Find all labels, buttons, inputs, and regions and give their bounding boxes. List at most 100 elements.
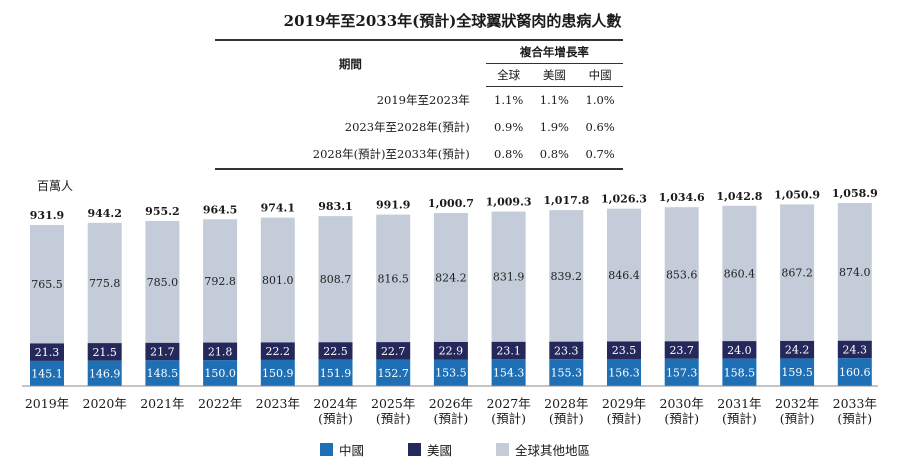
bar-segment-us (87, 343, 122, 361)
cagr-value: 0.6% (585, 120, 615, 134)
data-label-rest-of-world: 808.7 (320, 273, 352, 286)
data-label-china: 148.5 (147, 367, 179, 380)
bar-segment-china (260, 359, 295, 386)
total-label: 944.2 (87, 207, 121, 220)
bar-segment-rest-of-world (87, 222, 122, 344)
data-label-china: 146.9 (89, 367, 121, 380)
bar-segment-us (260, 342, 295, 360)
category-label: 2022年 (198, 396, 242, 411)
data-label-us: 21.7 (150, 346, 175, 359)
category-sublabel: (預計) (318, 411, 353, 426)
category-label: 2021年 (140, 396, 184, 411)
data-label-rest-of-world: 853.6 (666, 268, 698, 281)
cagr-value: 1.9% (539, 120, 569, 134)
data-label-us: 22.5 (323, 345, 348, 358)
bar-segment-us (318, 342, 353, 360)
data-label-rest-of-world: 801.0 (262, 274, 294, 287)
category-label: 2029年 (602, 396, 646, 411)
cagr-value: 0.9% (494, 120, 524, 134)
bar-segment-rest-of-world (376, 214, 411, 343)
total-label: 1,000.7 (428, 197, 474, 210)
legend-item-china: 中國 (320, 440, 364, 459)
legend: 中國 美國 全球其他地區 (320, 440, 634, 459)
bar-segment-us (607, 341, 641, 359)
category-label: 2020年 (83, 396, 127, 411)
bar-segment-china (491, 359, 526, 386)
total-label: 1,058.9 (832, 187, 878, 200)
table-row: 2019年至2023年 1.1% 1.1% 1.0% (215, 87, 623, 114)
category-sublabel: (預計) (549, 411, 584, 426)
chart-title: 2019年至2033年(預計)全球翼狀胬肉的患病人數 (283, 12, 622, 30)
category-sublabel: (預計) (837, 411, 872, 426)
total-label: 974.1 (261, 202, 295, 215)
total-label: 964.5 (203, 203, 237, 216)
legend-label-china: 中國 (339, 443, 365, 458)
bar-segment-china (549, 359, 584, 386)
bar-segment-rest-of-world (664, 207, 699, 342)
data-label-rest-of-world: 775.8 (89, 277, 121, 290)
cagr-table: 期間 複合年增長率 全球 美國 中國 2019年至2023年 1.1% 1.1%… (215, 39, 623, 170)
bar-segment-rest-of-world (30, 224, 64, 344)
data-label-us: 21.5 (92, 346, 117, 359)
legend-label-us: 美國 (427, 443, 453, 458)
cagr-value: 1.1% (539, 93, 569, 108)
data-label-us: 22.7 (381, 345, 406, 358)
period-header: 期間 (215, 39, 486, 87)
legend-swatch-us (408, 443, 422, 456)
legend-item-us: 美國 (408, 440, 452, 459)
data-label-us: 23.5 (612, 344, 637, 357)
total-label: 955.2 (145, 205, 179, 218)
bar-segment-rest-of-world (318, 216, 353, 343)
bar-segment-us (203, 342, 238, 361)
data-label-rest-of-world: 785.0 (147, 276, 179, 289)
data-label-rest-of-world: 846.4 (608, 269, 640, 282)
bar-segment-us (145, 342, 180, 361)
category-sublabel: (預計) (376, 411, 411, 426)
bar-segment-rest-of-world (260, 217, 295, 343)
category-label: 2028年 (544, 396, 588, 411)
category-sublabel: (預計) (780, 411, 815, 426)
data-label-us: 22.2 (266, 345, 291, 358)
bar-segment-china (376, 359, 411, 386)
column-header-china: 中國 (577, 63, 623, 87)
total-label: 1,042.8 (716, 190, 762, 203)
total-label: 1,009.3 (486, 196, 532, 209)
data-label-china: 157.3 (666, 366, 698, 379)
category-label: 2019年 (25, 396, 69, 411)
category-sublabel: (預計) (434, 411, 469, 426)
bar-segment-china (837, 358, 872, 386)
cagr-value: 0.7% (577, 140, 623, 170)
bar-segment-china (607, 358, 641, 386)
data-label-rest-of-world: 792.8 (204, 275, 236, 288)
table-row: 2028年(預計)至2033年(預計) 0.8% 0.8% 0.7% (215, 140, 623, 170)
bar-segment-rest-of-world (722, 205, 757, 342)
data-label-china: 159.5 (781, 366, 813, 379)
bar-segment-us (664, 341, 699, 359)
bar-segment-china (203, 360, 238, 386)
total-label: 1,017.8 (543, 194, 589, 207)
cagr-value: 1.0% (585, 93, 615, 108)
total-label: 991.9 (376, 199, 410, 212)
data-label-china: 158.5 (724, 366, 756, 379)
bar-segment-china (722, 358, 757, 386)
data-label-china: 152.7 (377, 367, 409, 380)
total-label: 931.9 (30, 209, 64, 222)
category-sublabel: (預計) (491, 411, 526, 426)
data-label-us: 23.1 (496, 345, 521, 358)
category-label: 2032年 (775, 396, 819, 411)
data-label-us: 24.3 (843, 343, 868, 356)
data-label-china: 153.5 (435, 367, 467, 380)
bar-segment-rest-of-world (491, 211, 526, 342)
cagr-value: 1.1% (494, 93, 524, 108)
cagr-value: 0.8% (531, 140, 578, 170)
bar-segment-rest-of-world (780, 204, 815, 341)
data-label-china: 150.0 (204, 367, 236, 380)
total-label: 1,026.3 (601, 193, 647, 206)
legend-label-rest-of-world: 全球其他地區 (515, 443, 591, 458)
data-label-china: 151.9 (320, 367, 352, 380)
bar-segment-china (318, 359, 353, 386)
category-label: 2033年 (833, 396, 877, 411)
data-label-rest-of-world: 860.4 (724, 267, 756, 280)
legend-swatch-china (320, 443, 333, 456)
bar-segment-china (87, 360, 122, 386)
